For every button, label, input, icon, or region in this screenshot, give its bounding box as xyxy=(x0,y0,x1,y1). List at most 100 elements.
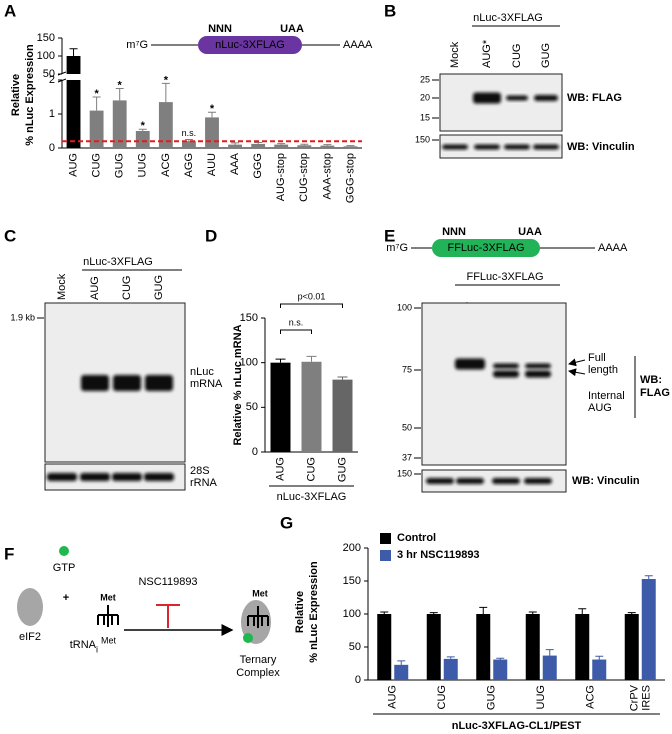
lane-label: GUG xyxy=(153,275,165,300)
product-label: Ternary Complex xyxy=(236,654,280,679)
plus: + xyxy=(63,592,69,604)
x-tick-label: GUG xyxy=(486,685,498,710)
blot-band xyxy=(144,473,174,481)
stop-codon: UAA xyxy=(518,226,542,238)
x-tick-label: GUG xyxy=(114,153,126,178)
error-bar xyxy=(138,128,147,131)
error-bar xyxy=(446,656,455,659)
error-bar xyxy=(578,608,587,614)
error-bar xyxy=(184,139,193,142)
legend-swatch xyxy=(380,533,391,544)
bar xyxy=(89,110,104,148)
blot-label: nLuc mRNA xyxy=(190,366,223,390)
blot-band xyxy=(455,358,485,370)
x-tick-label: UUG xyxy=(137,153,149,177)
y-tick-label: 50 xyxy=(43,68,55,80)
error-bar xyxy=(496,657,505,660)
size-marker: 150 xyxy=(397,468,412,478)
significance: * xyxy=(164,74,169,86)
bar xyxy=(182,141,196,148)
size-marker: 100 xyxy=(397,302,412,312)
blot-band xyxy=(506,95,528,101)
trna-sub: i xyxy=(96,644,98,654)
x-tick-label: CUG xyxy=(91,153,103,177)
panel-label: A xyxy=(4,1,16,20)
trna-icon xyxy=(247,606,269,628)
start-codon: NNN xyxy=(442,226,466,238)
size-marker: 15 xyxy=(420,112,430,122)
significance: * xyxy=(94,88,99,100)
error-bar xyxy=(644,575,653,580)
orf xyxy=(198,36,302,54)
bar xyxy=(542,655,557,680)
y-tick-label: 2 xyxy=(49,74,55,86)
blot-band xyxy=(113,375,141,391)
y-tick-label: 50 xyxy=(349,641,361,653)
blot-band xyxy=(426,478,454,484)
gtp-icon xyxy=(59,546,69,556)
eif2-label: eIF2 xyxy=(19,631,41,643)
blot-band xyxy=(533,144,559,150)
x-tick-label: CUG xyxy=(436,685,448,709)
legend-label: Control xyxy=(397,532,436,544)
error-bar xyxy=(161,82,170,103)
gtp-label: GTP xyxy=(53,562,76,574)
bar xyxy=(297,145,312,148)
panel-label: E xyxy=(384,226,395,245)
blot-band xyxy=(525,370,551,378)
trna-label: tRNA xyxy=(70,639,97,651)
band-arrow xyxy=(568,368,586,377)
x-tick-label: GGG-stop xyxy=(344,153,356,203)
error-bar xyxy=(323,144,332,146)
bar xyxy=(158,102,173,148)
error-bar xyxy=(337,376,348,380)
bar xyxy=(301,361,322,452)
x-tick-label: UUG xyxy=(535,685,547,709)
panel-label: F xyxy=(4,544,14,563)
comparison-bracket xyxy=(280,303,343,308)
comparison-label: p<0.01 xyxy=(298,291,326,301)
poly-a: AAAA xyxy=(598,242,628,254)
bar xyxy=(320,145,335,148)
blot-band xyxy=(493,370,519,378)
lane-label: AUG* xyxy=(481,39,493,68)
error-bar xyxy=(69,48,78,56)
lane-label: Mock xyxy=(56,273,68,300)
inhibitor-label: NSC119893 xyxy=(138,576,197,588)
x-tick-label: ACG xyxy=(160,153,172,177)
cap: m⁷G xyxy=(386,242,408,254)
legend-label: 3 hr NSC119893 xyxy=(397,549,480,561)
error-bar xyxy=(380,611,389,614)
bar xyxy=(66,80,81,148)
blot-band xyxy=(525,363,551,369)
bar xyxy=(525,614,540,680)
panel-label: C xyxy=(4,226,16,245)
blot-band xyxy=(504,144,530,150)
x-tick-label: CUG xyxy=(305,457,317,481)
lane-label: AUG xyxy=(89,276,101,300)
panel-label: D xyxy=(205,226,217,245)
size-marker: 150 xyxy=(415,134,430,144)
blot-band xyxy=(474,144,500,150)
x-tick-label: CrPVIRES xyxy=(628,684,652,711)
x-tick-label: AAA xyxy=(229,152,241,175)
error-bar xyxy=(306,355,317,362)
x-tick-label: AUG-stop xyxy=(275,153,287,201)
bar xyxy=(426,614,441,680)
bar xyxy=(270,362,291,452)
group-label: nLuc-3XFLAG xyxy=(277,491,347,503)
size-marker: 50 xyxy=(402,422,412,432)
orf-name: FFLuc-3XFLAG xyxy=(447,242,524,254)
eif2-icon xyxy=(17,588,43,626)
lane-group-label: nLuc-3XFLAG xyxy=(83,256,153,268)
blot-band xyxy=(47,473,77,481)
legend-swatch xyxy=(380,550,391,561)
bar xyxy=(343,146,358,148)
error-bar xyxy=(528,611,537,614)
blot-band xyxy=(524,478,552,484)
lane-group-label: FFLuc-3XFLAG xyxy=(466,271,543,283)
blot-label: WB: Vinculin xyxy=(572,475,640,487)
lane-group-label: nLuc-3XFLAG xyxy=(473,12,543,24)
lane-label: Mock xyxy=(449,41,461,68)
lane-label: GUG xyxy=(540,43,552,68)
